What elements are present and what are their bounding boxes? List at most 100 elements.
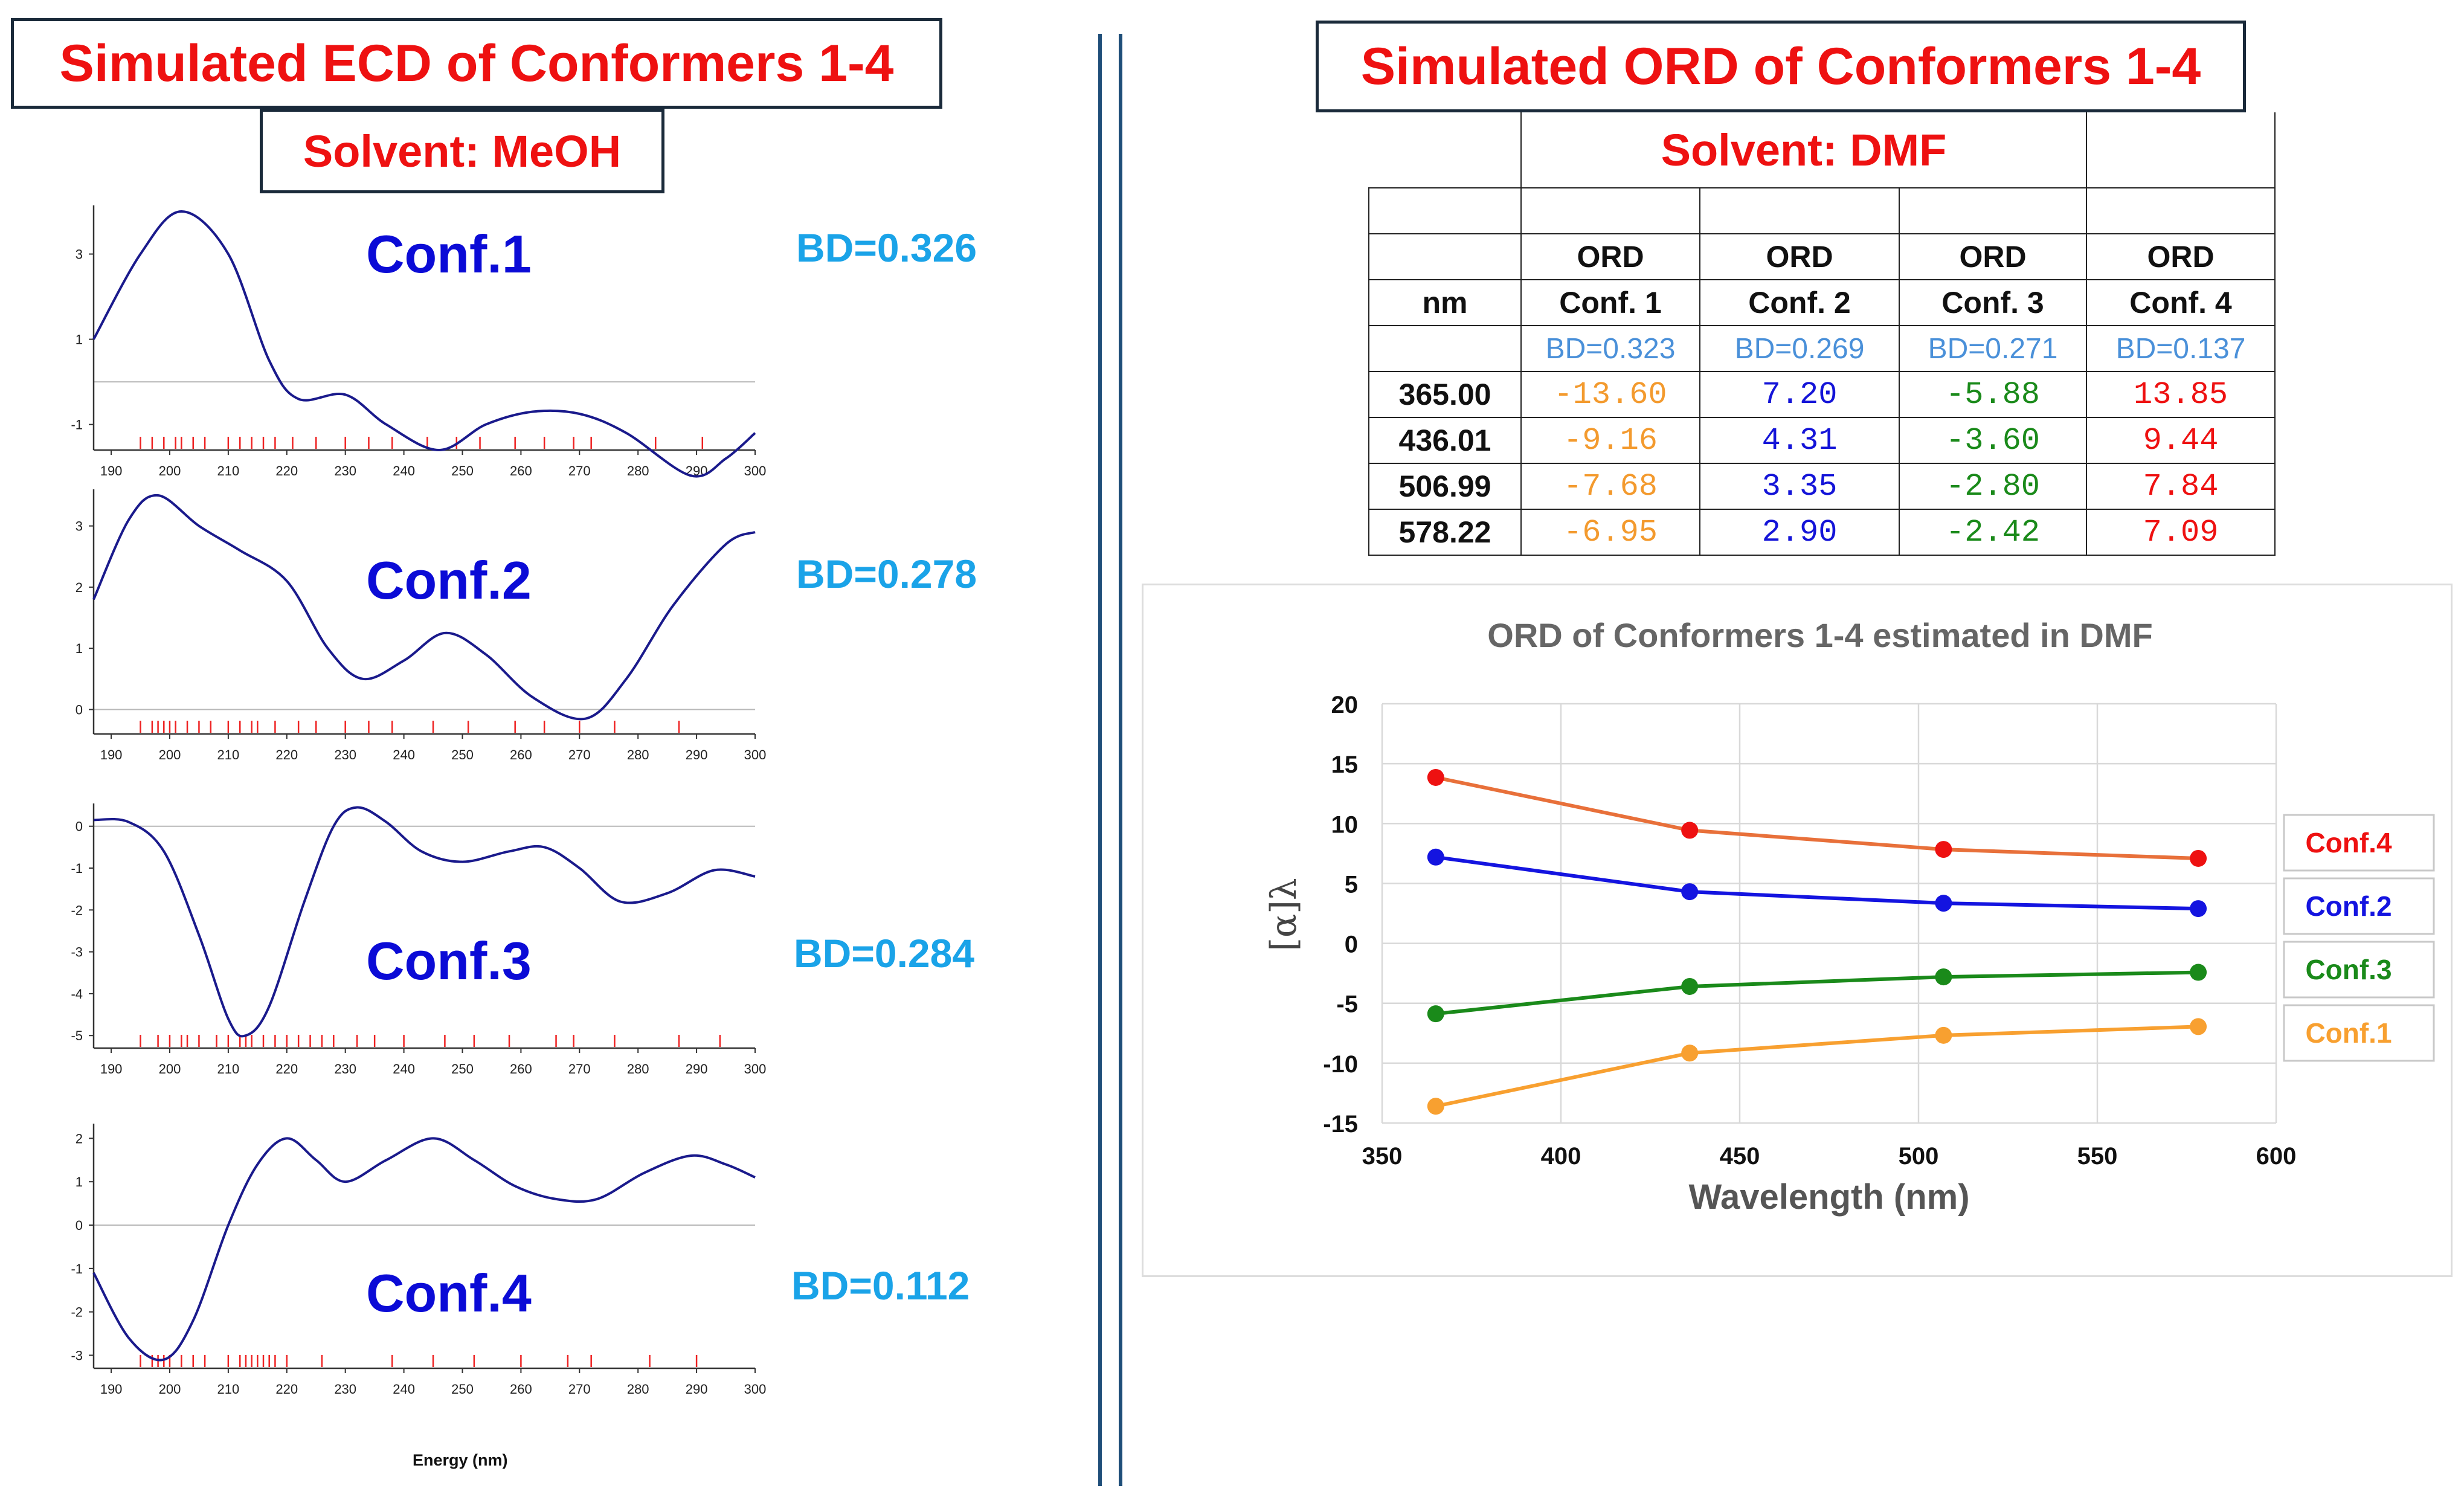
- table-cell: BD=0.323: [1520, 325, 1700, 372]
- ord-x-tick-label: 400: [1541, 1143, 1581, 1170]
- table-cell: BD=0.271: [1898, 325, 2088, 372]
- ecd-x-tick-label: 200: [159, 1382, 181, 1397]
- table-cell: Conf. 2: [1699, 279, 1900, 326]
- table-cell: BD=0.269: [1699, 325, 1900, 372]
- ecd-y-tick-label: 0: [76, 702, 83, 717]
- ecd-y-tick-label: -1: [71, 1261, 83, 1276]
- ecd-x-tick-label: 240: [393, 1382, 415, 1397]
- ord-data-point: [1935, 968, 1952, 986]
- ord-legend-label: Conf.3: [2305, 954, 2392, 985]
- table-cell-value: -7.68: [1520, 463, 1700, 510]
- ecd-y-tick-label: 0: [76, 1218, 83, 1233]
- ord-data-point: [1935, 895, 1952, 912]
- ord-data-point: [1427, 1098, 1444, 1115]
- section-divider-right: [1119, 34, 1122, 1486]
- ecd-x-tick-label: 280: [627, 747, 649, 762]
- ord-data-point: [1681, 883, 1699, 901]
- table-cell-value: -3.60: [1898, 417, 2088, 464]
- ecd-curve: [92, 494, 756, 721]
- table-header-row-mid: nm Conf. 1 Conf. 2 Conf. 3 Conf. 4: [1368, 279, 2276, 326]
- ord-y-tick-label: 15: [1331, 752, 1359, 778]
- ord-y-tick-label: -10: [1323, 1051, 1358, 1078]
- conf2-bd-value: BD=0.278: [796, 552, 977, 596]
- conf3-bd-value: BD=0.284: [794, 931, 975, 976]
- ecd-x-tick-label: 260: [510, 747, 532, 762]
- ord-data-point: [2190, 900, 2207, 918]
- ecd-x-tick-label: 270: [568, 747, 591, 762]
- table-cell-value: 13.85: [2086, 371, 2276, 418]
- table-cell-wavelength: 436.01: [1368, 417, 1522, 464]
- ord-legend-item: Conf.2: [2283, 877, 2435, 935]
- ord-legend-box: [2283, 814, 2435, 872]
- ord-legend-label: Conf.1: [2305, 1017, 2392, 1049]
- ecd-x-tick-label: 270: [568, 1382, 591, 1397]
- section-divider-left: [1098, 34, 1102, 1486]
- ord-data-point: [1427, 768, 1444, 786]
- table-cell: [1898, 187, 2088, 234]
- table-cell: nm: [1368, 279, 1522, 326]
- ecd-y-tick-label: -2: [71, 903, 83, 918]
- ord-legend-label: Conf.4: [2305, 827, 2392, 858]
- ecd-x-tick-label: 290: [686, 747, 708, 762]
- ecd-y-tick-label: -5: [71, 1028, 83, 1043]
- table-cell-value: -2.42: [1898, 509, 2088, 556]
- table-cell: ORD: [2086, 233, 2276, 280]
- ord-series-line: [1435, 855, 2199, 911]
- table-cell-value: -9.16: [1520, 417, 1700, 464]
- ecd-x-tick-label: 280: [627, 1061, 649, 1077]
- ord-y-tick-label: 0: [1345, 932, 1358, 958]
- ord-data-point: [1935, 1026, 1952, 1044]
- table-cell: [1368, 233, 1522, 280]
- ecd-y-tick-label: -1: [71, 861, 83, 876]
- ord-solvent-label: Solvent: DMF: [1520, 112, 2088, 188]
- ecd-y-tick-label: -3: [71, 1348, 83, 1363]
- ecd-plot-conf2: 3 2 1 0 190 200 210 220 230 240 250 260 270 280 290 300: [66, 477, 773, 767]
- ecd-x-tick-label: 300: [744, 1382, 767, 1397]
- conf1-bd-value: BD=0.326: [796, 225, 977, 270]
- ecd-curve: [92, 210, 756, 478]
- ord-series-line: [1435, 775, 2199, 860]
- ord-legend-box: [2283, 877, 2435, 935]
- table-cell: Conf. 4: [2086, 279, 2276, 326]
- ecd-y-tick-label: 2: [76, 580, 83, 595]
- table-corner-empty-right: [2086, 112, 2276, 188]
- ecd-y-tick-label: 3: [76, 247, 83, 262]
- conf3-label: Conf.3: [366, 931, 532, 991]
- ecd-x-tick-label: 270: [568, 1061, 591, 1077]
- ord-y-axis-label: [α]λ: [1263, 878, 1304, 951]
- table-cell: [1368, 187, 1522, 234]
- ecd-x-tick-label: 210: [217, 747, 240, 762]
- table-bd-row: BD=0.323 BD=0.269 BD=0.271 BD=0.137: [1368, 325, 2276, 372]
- ord-x-axis-label: Wavelength (nm): [1688, 1177, 1969, 1217]
- table-cell-value: 7.09: [2086, 509, 2276, 556]
- table-cell-value: 7.20: [1699, 371, 1900, 418]
- ecd-x-tick-label: 240: [393, 463, 415, 478]
- table-spacer-row: [1368, 187, 2276, 234]
- ecd-x-tick-label: 220: [275, 747, 298, 762]
- ecd-x-tick-label: 300: [744, 463, 767, 478]
- table-corner-empty: [1369, 112, 1521, 188]
- ord-legend-item: Conf.3: [2283, 941, 2435, 999]
- ecd-section-title: Simulated ECD of Conformers 1-4: [11, 18, 942, 109]
- table-cell-value: -5.88: [1898, 371, 2088, 418]
- ecd-y-tick-label: -3: [71, 945, 83, 960]
- ecd-x-tick-label: 300: [744, 747, 767, 762]
- table-cell-value: 3.35: [1699, 463, 1900, 510]
- ecd-x-tick-label: 260: [510, 1382, 532, 1397]
- ord-data-point: [2190, 1018, 2207, 1035]
- table-header-row-top: ORD ORD ORD ORD: [1368, 233, 2276, 280]
- ecd-x-tick-label: 280: [627, 463, 649, 478]
- ord-table-container: Solvent: DMF ORD ORD ORD ORD nm Conf. 1 Conf.…: [1368, 112, 2276, 556]
- ecd-x-tick-label: 230: [334, 1382, 356, 1397]
- table-cell: [2086, 187, 2276, 234]
- ecd-y-tick-label: -4: [71, 986, 83, 1002]
- ecd-x-tick-label: 210: [217, 1382, 240, 1397]
- ord-legend-item: Conf.4: [2283, 814, 2435, 872]
- table-cell: ORD: [1520, 233, 1700, 280]
- ecd-y-tick-label: -2: [71, 1305, 83, 1320]
- ord-y-tick-label: -5: [1336, 991, 1358, 1018]
- ecd-x-axis-label: Energy (nm): [413, 1451, 508, 1469]
- ord-x-tick-label: 550: [2077, 1143, 2118, 1170]
- table-row: 365.00 -13.60 7.20 -5.88 13.85: [1368, 371, 2276, 418]
- ecd-curve: [93, 806, 756, 1038]
